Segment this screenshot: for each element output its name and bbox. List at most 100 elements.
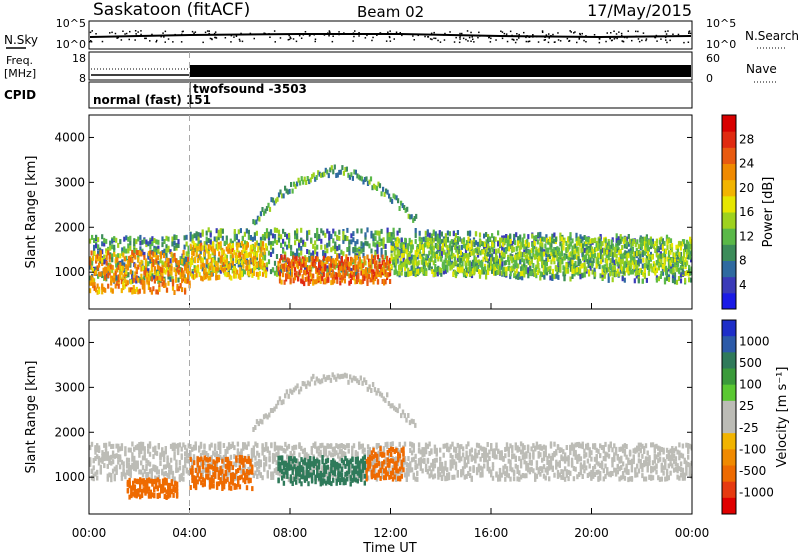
power-cell [289,278,292,284]
noise-sample [434,37,437,40]
power-cell [213,259,216,265]
power-cell [386,273,389,279]
power-cell [240,270,243,276]
power-cell [252,266,255,272]
power-cell [335,173,338,178]
power-cell [182,253,185,259]
power-cell [592,258,595,264]
power-cell [183,258,186,263]
power-cell [216,262,219,268]
noise-sample [541,30,544,32]
power-cell [689,254,692,260]
power-cell [247,229,250,235]
power-cell [663,261,666,267]
noise-sample [288,34,290,37]
power-cell [89,280,92,286]
power-cell [588,237,591,242]
power-cell [261,252,265,258]
power-cell [237,262,240,268]
power-cell [265,228,269,234]
power-cell [191,238,194,244]
power-cell [298,256,301,262]
velocity-cell [213,443,217,449]
noise-sample [292,38,295,40]
power-cell [443,259,446,265]
power-cell [450,260,453,266]
velocity-cell [219,455,222,460]
power-cell [436,233,439,239]
power-cell [221,253,224,259]
power-cell [343,278,346,284]
power-cell [213,236,216,242]
power-cell [236,269,239,275]
velocity-cell [310,469,313,475]
power-cell [560,251,563,257]
velocity-cell [213,452,217,458]
power-cell [484,242,487,247]
power-cell [562,240,565,246]
power-cell [425,268,428,274]
power-cell [280,234,283,240]
power-cell [252,271,255,276]
power-cell [400,200,403,206]
power-cell [422,256,425,262]
power-cell [192,240,195,246]
noise-sample [621,40,623,42]
power-cell [360,176,364,182]
power-cell [684,257,687,263]
power-cell [277,237,281,243]
power-cell [107,265,110,271]
power-cell [285,262,288,268]
power-cell [619,248,622,254]
power-cell [153,252,156,258]
power-cell [494,236,497,242]
power-cell [105,238,108,244]
power-cell [647,262,650,268]
power-cell [233,236,236,242]
power-cell [372,183,376,189]
power-cell [655,267,658,273]
power-cell [554,265,557,271]
noise-sample [204,31,207,34]
power-cell [555,273,558,279]
power-cell [162,283,166,288]
power-cell [165,252,168,258]
power-cell [603,266,606,272]
power-cell [114,270,117,276]
power-cell [280,263,283,269]
power-cell [536,257,539,263]
power-cell [508,265,511,271]
velocity-cell [210,461,213,467]
velocity-cell [173,446,176,452]
velocity-cell [310,446,313,451]
power-cell [387,264,390,270]
noise-sample [606,32,608,34]
power-cell [330,255,333,261]
power-cell [273,227,277,233]
power-cell [269,244,273,250]
noise-sample [566,37,569,40]
power-cell [647,259,650,265]
power-cell [321,261,324,267]
velocity-cell [212,450,215,456]
power-cell [554,250,557,256]
power-cell [386,255,389,261]
power-cell [368,179,371,185]
power-cell [264,208,267,214]
power-cell [690,277,692,283]
power-cell [423,271,426,276]
power-cell [96,283,99,289]
noise-sample [527,40,529,43]
power-cell [131,249,134,255]
noise-sample [412,35,414,37]
power-cell [174,270,178,276]
velocity-cell [208,445,211,451]
power-cell [89,288,92,294]
power-cell [578,258,582,264]
power-cell [541,242,544,248]
power-cell [658,253,661,259]
power-cell [583,268,586,274]
power-cell [379,270,383,276]
power-cell [643,236,646,242]
power-cell [225,239,228,245]
